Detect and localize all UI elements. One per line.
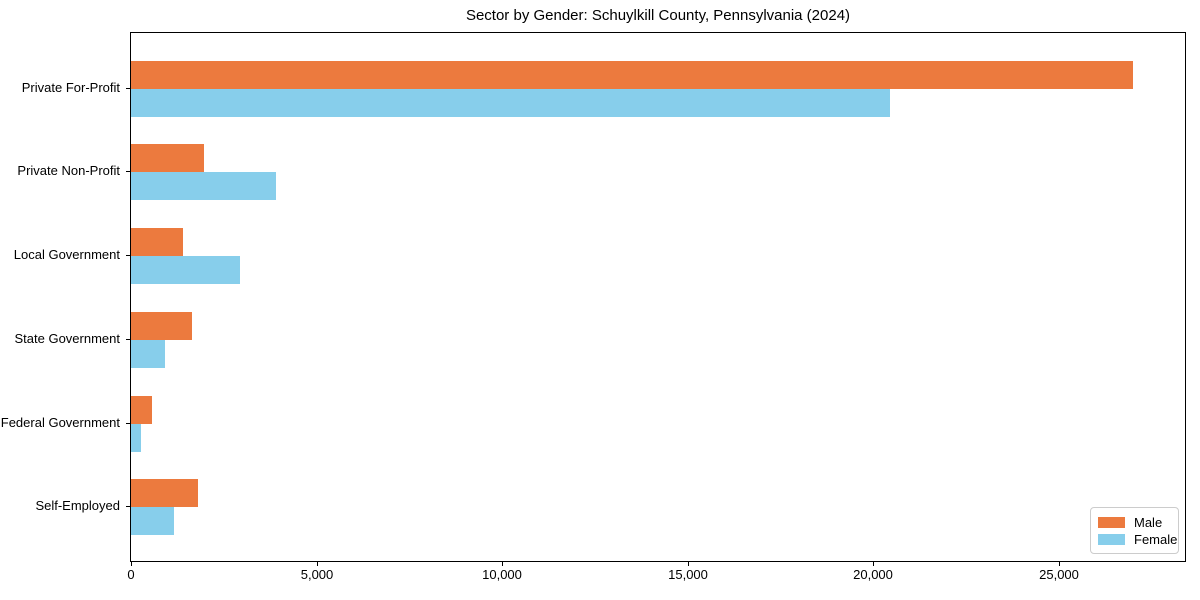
legend-label-male: Male (1134, 515, 1163, 530)
chart-title: Sector by Gender: Schuylkill County, Pen… (465, 7, 851, 24)
bar-female-private-non-profit (131, 172, 276, 201)
x-tick-label-20000: 20,000 (853, 567, 893, 582)
x-tick-label-15000: 15,000 (668, 567, 708, 582)
x-tick-25000 (1059, 562, 1060, 566)
bar-male-private-non-profit (131, 144, 204, 173)
y-label-self-employed: Self-Employed (35, 498, 120, 513)
bar-female-self-employed (131, 507, 174, 536)
y-label-state-government: State Government (14, 331, 121, 346)
bar-male-local-government (131, 228, 183, 257)
y-tick-federal-government (126, 423, 130, 424)
y-label-private-for-profit: Private For-Profit (21, 80, 120, 95)
y-tick-local-government (126, 255, 130, 256)
bar-male-private-for-profit (131, 60, 1133, 89)
y-tick-private-non-profit (126, 171, 130, 172)
y-tick-state-government (126, 339, 130, 340)
y-tick-self-employed (126, 506, 130, 507)
legend-label-female: Female (1134, 532, 1178, 547)
legend-entry-female: Female (1091, 531, 1178, 548)
bar-female-private-for-profit (131, 88, 890, 117)
y-label-federal-government: Federal Government (0, 415, 120, 430)
y-label-local-government: Local Government (13, 247, 120, 262)
x-tick-5000 (317, 562, 318, 566)
legend-swatch-male (1098, 517, 1125, 528)
x-tick-label-5000: 5,000 (300, 567, 334, 582)
y-tick-private-for-profit (126, 88, 130, 89)
x-tick-label-10000: 10,000 (482, 567, 522, 582)
x-tick-label-25000: 25,000 (1039, 567, 1079, 582)
x-tick-0 (131, 562, 132, 566)
x-tick-10000 (502, 562, 503, 566)
x-tick-label-0: 0 (127, 567, 135, 582)
bar-female-local-government (131, 256, 240, 285)
bar-male-state-government (131, 311, 192, 340)
y-label-private-non-profit: Private Non-Profit (17, 163, 120, 178)
legend-entry-male: Male (1091, 514, 1178, 531)
plot-area (130, 32, 1186, 562)
legend-swatch-female (1098, 534, 1125, 545)
bar-male-self-employed (131, 479, 198, 508)
bar-female-state-government (131, 339, 165, 368)
bar-female-federal-government (131, 423, 141, 452)
bar-male-federal-government (131, 395, 152, 424)
x-tick-20000 (873, 562, 874, 566)
x-tick-15000 (688, 562, 689, 566)
legend: Male Female (1090, 507, 1179, 554)
